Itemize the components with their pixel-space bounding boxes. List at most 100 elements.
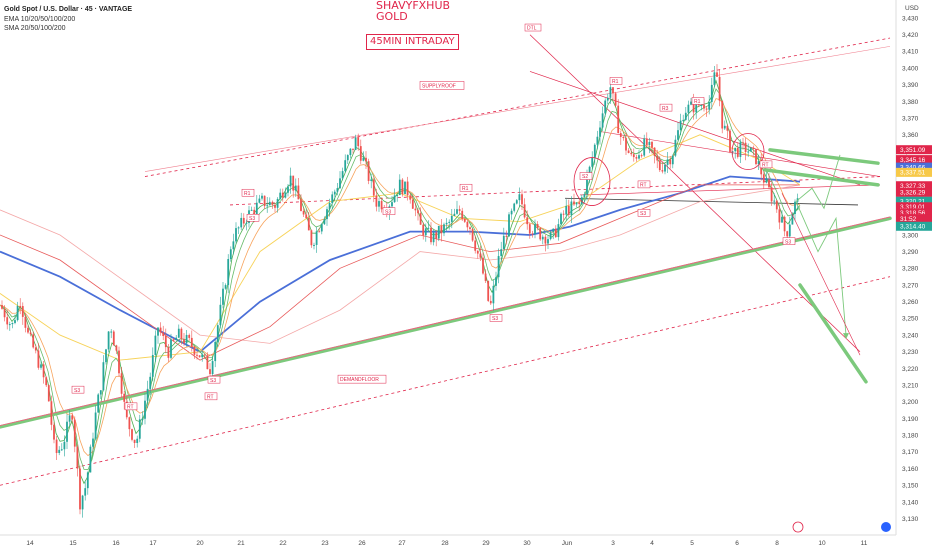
candle-body [632, 154, 635, 158]
candle-body [518, 194, 521, 201]
candle-body [606, 97, 609, 101]
candle-body [42, 364, 45, 378]
candle-body [479, 253, 482, 258]
candle-body [58, 449, 61, 453]
candle-body [463, 218, 466, 222]
level-tag: S3 [382, 207, 396, 215]
level-tag: RT [204, 392, 218, 401]
level-tag: RT [759, 160, 773, 169]
candle-body [268, 201, 271, 206]
candle-body [300, 199, 302, 211]
price-tag-text: 31:52 [900, 216, 917, 223]
candle-body [346, 155, 349, 161]
price-tag-bg [896, 196, 932, 206]
y-tick-label: 3,360 [902, 132, 919, 139]
candle-body [55, 439, 58, 453]
candle-body [471, 229, 474, 241]
candle-body [250, 209, 253, 211]
candle-body [1, 305, 3, 309]
candle-body [362, 157, 365, 161]
candle-body [453, 213, 456, 216]
candle-body [333, 191, 336, 195]
candle-body [341, 171, 344, 179]
candle-body [297, 185, 300, 200]
candle-body [677, 130, 679, 140]
moving-average-line [0, 184, 800, 361]
candle-body [235, 228, 237, 242]
ema-ribbon-line [0, 79, 801, 485]
candle-body [84, 488, 87, 496]
lower-green-zone [798, 283, 868, 384]
candle-body [487, 280, 490, 301]
candle-body [50, 401, 53, 425]
candle-body [794, 201, 796, 214]
y-tick-label: 3,130 [902, 516, 919, 523]
level-tag-text: RT [762, 163, 769, 169]
candle-body [188, 334, 191, 338]
candle-body [120, 373, 123, 394]
candle-body [601, 113, 604, 128]
candle-body [783, 216, 786, 232]
price-tag: 3,345.16 [896, 155, 932, 165]
candle-body [209, 369, 211, 375]
candle-body [214, 341, 217, 362]
candle-body [788, 224, 791, 237]
candle-body [131, 429, 133, 440]
candle-body [391, 202, 393, 207]
highlight-circle [731, 133, 765, 170]
candle-body [573, 201, 575, 205]
candle-body [778, 209, 781, 223]
candle-body [323, 219, 326, 225]
candle-body [102, 362, 105, 391]
candle-body [406, 181, 409, 196]
candle-body [380, 201, 383, 210]
candle-body [255, 202, 258, 215]
y-tick-label: 3,250 [902, 316, 919, 323]
candle-body [664, 164, 666, 172]
level-tag: R1 [609, 77, 623, 85]
y-tick-label: 3,300 [902, 232, 919, 239]
candle-body [370, 179, 373, 181]
price-tag-bg [896, 155, 932, 165]
candle-body [554, 228, 557, 238]
candle-body [411, 199, 414, 209]
candle-body [578, 202, 581, 205]
candle-body [19, 305, 22, 307]
x-tick-label: 29 [482, 540, 490, 547]
candle-body [596, 136, 599, 145]
candle-body [45, 377, 48, 386]
candle-body [744, 142, 747, 152]
price-tag-bg [896, 208, 932, 218]
candle-body [534, 224, 536, 234]
candle-body [508, 214, 510, 237]
demand-floor-label-text: DEMANDFLOOR [340, 377, 379, 383]
price-tag-text: 3,318.56 [900, 210, 926, 217]
candle-body [357, 137, 360, 147]
level-tag: S3 [207, 375, 221, 384]
candle-body [552, 228, 555, 233]
candle-body [502, 235, 505, 250]
candle-body [73, 419, 76, 447]
candle-body [450, 215, 453, 222]
x-tick-label: 3 [611, 540, 615, 547]
candle-body [344, 160, 347, 172]
candle-body [765, 179, 768, 183]
level-tag-text: RT [127, 405, 134, 411]
candle-body [359, 146, 362, 161]
y-tick-label: 3,410 [902, 49, 919, 56]
supply-roof-label-text: SUPPLYROOF [422, 83, 456, 89]
symbol-title: Gold Spot / U.S. Dollar · 45 · VANTAGE [4, 6, 133, 13]
candle-body [541, 236, 544, 240]
price-tag-bg [896, 202, 932, 212]
candle-body [593, 144, 596, 158]
candle-body [666, 159, 669, 165]
candle-body [289, 175, 292, 187]
level-tag: S3 [637, 209, 651, 217]
candle-body [396, 195, 399, 197]
demand-floor-edge [0, 216, 891, 427]
candle-body [211, 361, 214, 375]
candle-body [700, 104, 703, 106]
candle-body [469, 227, 471, 230]
candle-body [430, 227, 432, 243]
